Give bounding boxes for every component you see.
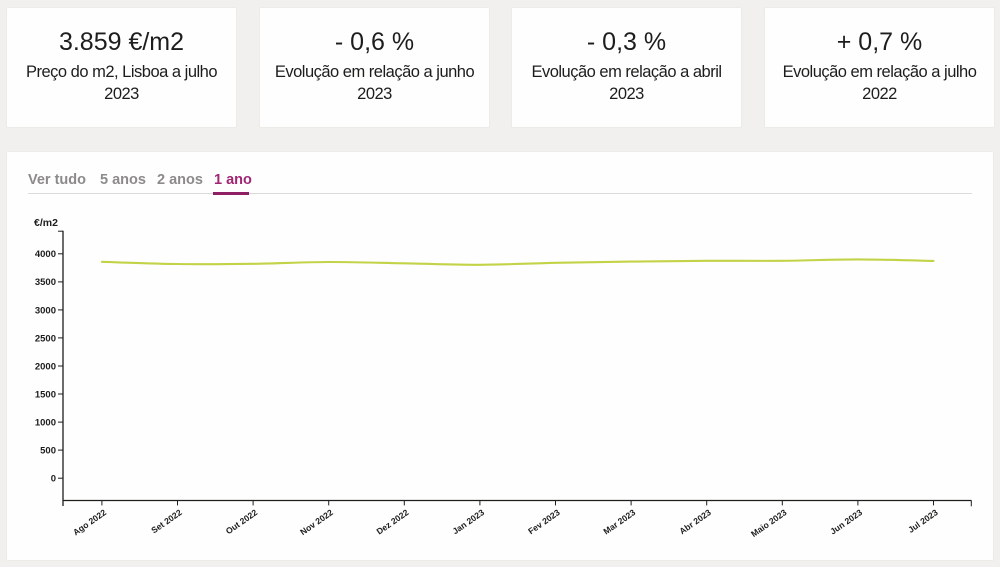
svg-text:4000: 4000 (35, 249, 56, 260)
svg-text:Maio 2023: Maio 2023 (749, 507, 789, 539)
svg-text:1000: 1000 (35, 418, 56, 429)
svg-text:Out 2022: Out 2022 (224, 507, 260, 536)
svg-text:Jul 2023: Jul 2023 (906, 507, 940, 535)
svg-text:2000: 2000 (35, 361, 56, 372)
svg-text:3000: 3000 (35, 305, 56, 316)
svg-text:3500: 3500 (35, 277, 56, 288)
svg-text:Fev 2023: Fev 2023 (526, 507, 562, 536)
svg-text:1500: 1500 (35, 389, 56, 400)
svg-text:Nov 2022: Nov 2022 (298, 507, 335, 537)
svg-text:0: 0 (51, 474, 56, 485)
svg-text:Dez 2022: Dez 2022 (375, 507, 411, 536)
svg-text:Abr 2023: Abr 2023 (677, 507, 713, 536)
svg-text:Mar 2023: Mar 2023 (601, 507, 637, 536)
svg-text:2500: 2500 (35, 333, 56, 344)
svg-text:500: 500 (40, 446, 56, 457)
svg-text:Jun 2023: Jun 2023 (828, 507, 864, 536)
svg-text:Jan 2023: Jan 2023 (451, 507, 487, 536)
svg-text:Ago 2022: Ago 2022 (71, 507, 108, 537)
svg-text:Set 2022: Set 2022 (149, 507, 183, 535)
svg-text:€/m2: €/m2 (34, 217, 58, 229)
